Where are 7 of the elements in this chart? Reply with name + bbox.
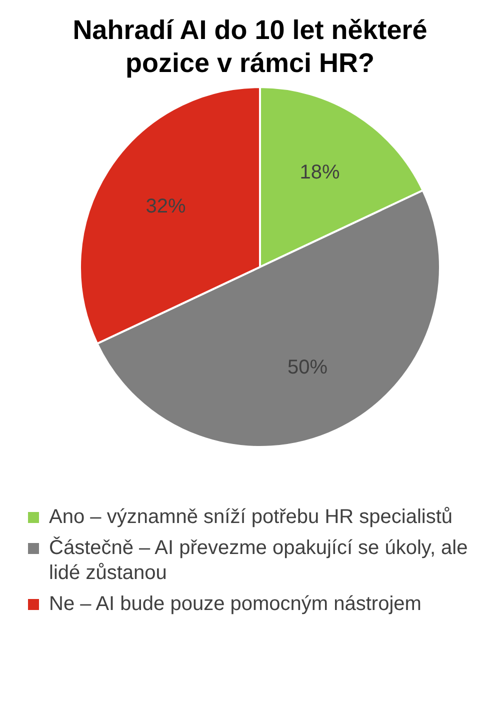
legend-label: Ne – AI bude pouze pomocným nástrojem — [49, 592, 422, 617]
legend-label: Ano – významně sníží potřebu HR specialistů — [49, 505, 453, 530]
chart-title: Nahradí AI do 10 let některé pozice v rámci HR? — [72, 14, 428, 80]
data-label: 32% — [146, 196, 186, 218]
data-label: 18% — [300, 161, 340, 184]
data-label: 50% — [288, 356, 328, 378]
legend-label: Částečně – AI převezme opakující se úkoly, ale lidé zůstanou — [49, 536, 469, 586]
